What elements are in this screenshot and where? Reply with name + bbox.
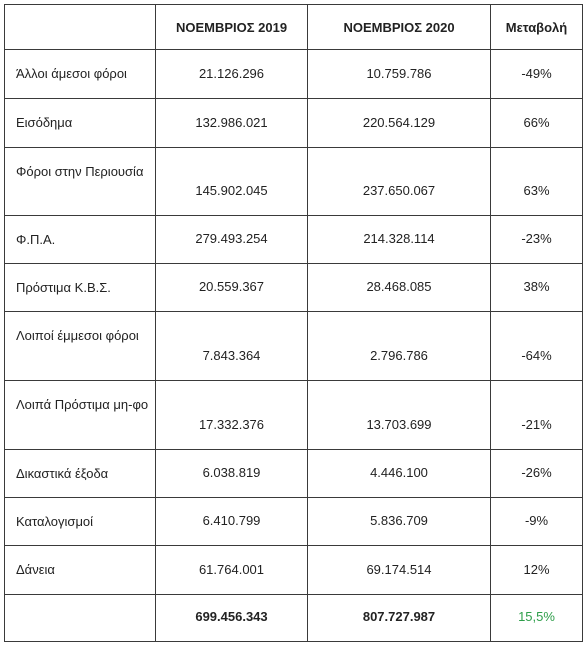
cell-value: -23% [490, 215, 583, 264]
cell-value: -26% [490, 449, 583, 498]
table-row: Άλλοι άμεσοι φόροι 21.126.296 10.759.786 -4… [4, 49, 583, 99]
table-row: Φ.Π.Α. 279.493.254 214.328.114 -23% [4, 215, 583, 264]
row-label: Άλλοι άμεσοι φόροι [4, 49, 156, 99]
table-row: Λοιποί έμμεσοι φόροι 7.843.364 2.796.786 -6… [4, 311, 583, 381]
cell-value: 38% [490, 263, 583, 312]
cell-value: 6.410.799 [155, 497, 308, 546]
row-label [4, 594, 156, 642]
row-label: Δάνεια [4, 545, 156, 595]
table-row: Πρόστιμα Κ.Β.Σ. 20.559.367 28.468.085 38% [4, 263, 583, 312]
header-row: ΝΟΕΜΒΡΙΟΣ 2019 ΝΟΕΜΒΡΙΟΣ 2020 Μεταβολή [4, 4, 583, 50]
total-value: 15,5% [490, 594, 583, 642]
data-table: ΝΟΕΜΒΡΙΟΣ 2019 ΝΟΕΜΒΡΙΟΣ 2020 Μεταβολή Ά… [4, 4, 583, 642]
cell-value: -64% [490, 311, 583, 381]
header-cell [4, 4, 156, 50]
cell-value: 21.126.296 [155, 49, 308, 99]
cell-value: 17.332.376 [155, 380, 308, 450]
table-row: Φόροι στην Περιουσία 145.902.045 237.650.0… [4, 147, 583, 216]
cell-value: 10.759.786 [307, 49, 491, 99]
cell-value: 13.703.699 [307, 380, 491, 450]
row-label: Εισόδημα [4, 98, 156, 148]
cell-value: 20.559.367 [155, 263, 308, 312]
row-label: Φ.Π.Α. [4, 215, 156, 264]
cell-value: 28.468.085 [307, 263, 491, 312]
total-value: 699.456.343 [155, 594, 308, 642]
row-label: Λοιποί έμμεσοι φόροι [4, 311, 156, 381]
row-label: Καταλογισμοί [4, 497, 156, 546]
cell-value: 7.843.364 [155, 311, 308, 381]
total-row: 699.456.343 807.727.987 15,5% [4, 594, 583, 642]
row-label: Πρόστιμα Κ.Β.Σ. [4, 263, 156, 312]
cell-value: 279.493.254 [155, 215, 308, 264]
total-value: 807.727.987 [307, 594, 491, 642]
row-label: Φόροι στην Περιουσία [4, 147, 156, 216]
cell-value: -9% [490, 497, 583, 546]
cell-value: 4.446.100 [307, 449, 491, 498]
header-cell: ΝΟΕΜΒΡΙΟΣ 2019 [155, 4, 308, 50]
table-row: Λοιπά Πρόστιμα μη-φο 17.332.376 13.703.699… [4, 380, 583, 450]
table-row: Καταλογισμοί 6.410.799 5.836.709 -9% [4, 497, 583, 546]
cell-value: 132.986.021 [155, 98, 308, 148]
cell-value: 214.328.114 [307, 215, 491, 264]
cell-value: 12% [490, 545, 583, 595]
cell-value: 5.836.709 [307, 497, 491, 546]
header-cell: Μεταβολή [490, 4, 583, 50]
table-row: Εισόδημα 132.986.021 220.564.129 66% [4, 98, 583, 148]
cell-value: -49% [490, 49, 583, 99]
cell-value: 6.038.819 [155, 449, 308, 498]
cell-value: -21% [490, 380, 583, 450]
table-body: Άλλοι άμεσοι φόροι 21.126.296 10.759.786 -4… [4, 49, 583, 642]
cell-value: 2.796.786 [307, 311, 491, 381]
cell-value: 69.174.514 [307, 545, 491, 595]
cell-value: 63% [490, 147, 583, 216]
header-cell: ΝΟΕΜΒΡΙΟΣ 2020 [307, 4, 491, 50]
table-row: Δικαστικά έξοδα 6.038.819 4.446.100 -26% [4, 449, 583, 498]
row-label: Δικαστικά έξοδα [4, 449, 156, 498]
cell-value: 220.564.129 [307, 98, 491, 148]
row-label: Λοιπά Πρόστιμα μη-φο [4, 380, 156, 450]
cell-value: 66% [490, 98, 583, 148]
cell-value: 145.902.045 [155, 147, 308, 216]
cell-value: 61.764.001 [155, 545, 308, 595]
table-row: Δάνεια 61.764.001 69.174.514 12% [4, 545, 583, 595]
cell-value: 237.650.067 [307, 147, 491, 216]
